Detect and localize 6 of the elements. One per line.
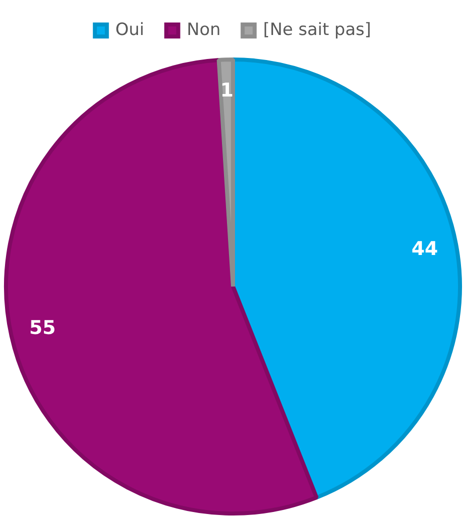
data-label: 1 bbox=[220, 79, 234, 102]
data-label: 44 bbox=[412, 238, 438, 260]
legend-label: [Ne sait pas] bbox=[263, 20, 372, 40]
legend-label: Non bbox=[186, 20, 221, 40]
legend-label: Oui bbox=[115, 20, 144, 40]
data-label: 55 bbox=[29, 317, 56, 340]
